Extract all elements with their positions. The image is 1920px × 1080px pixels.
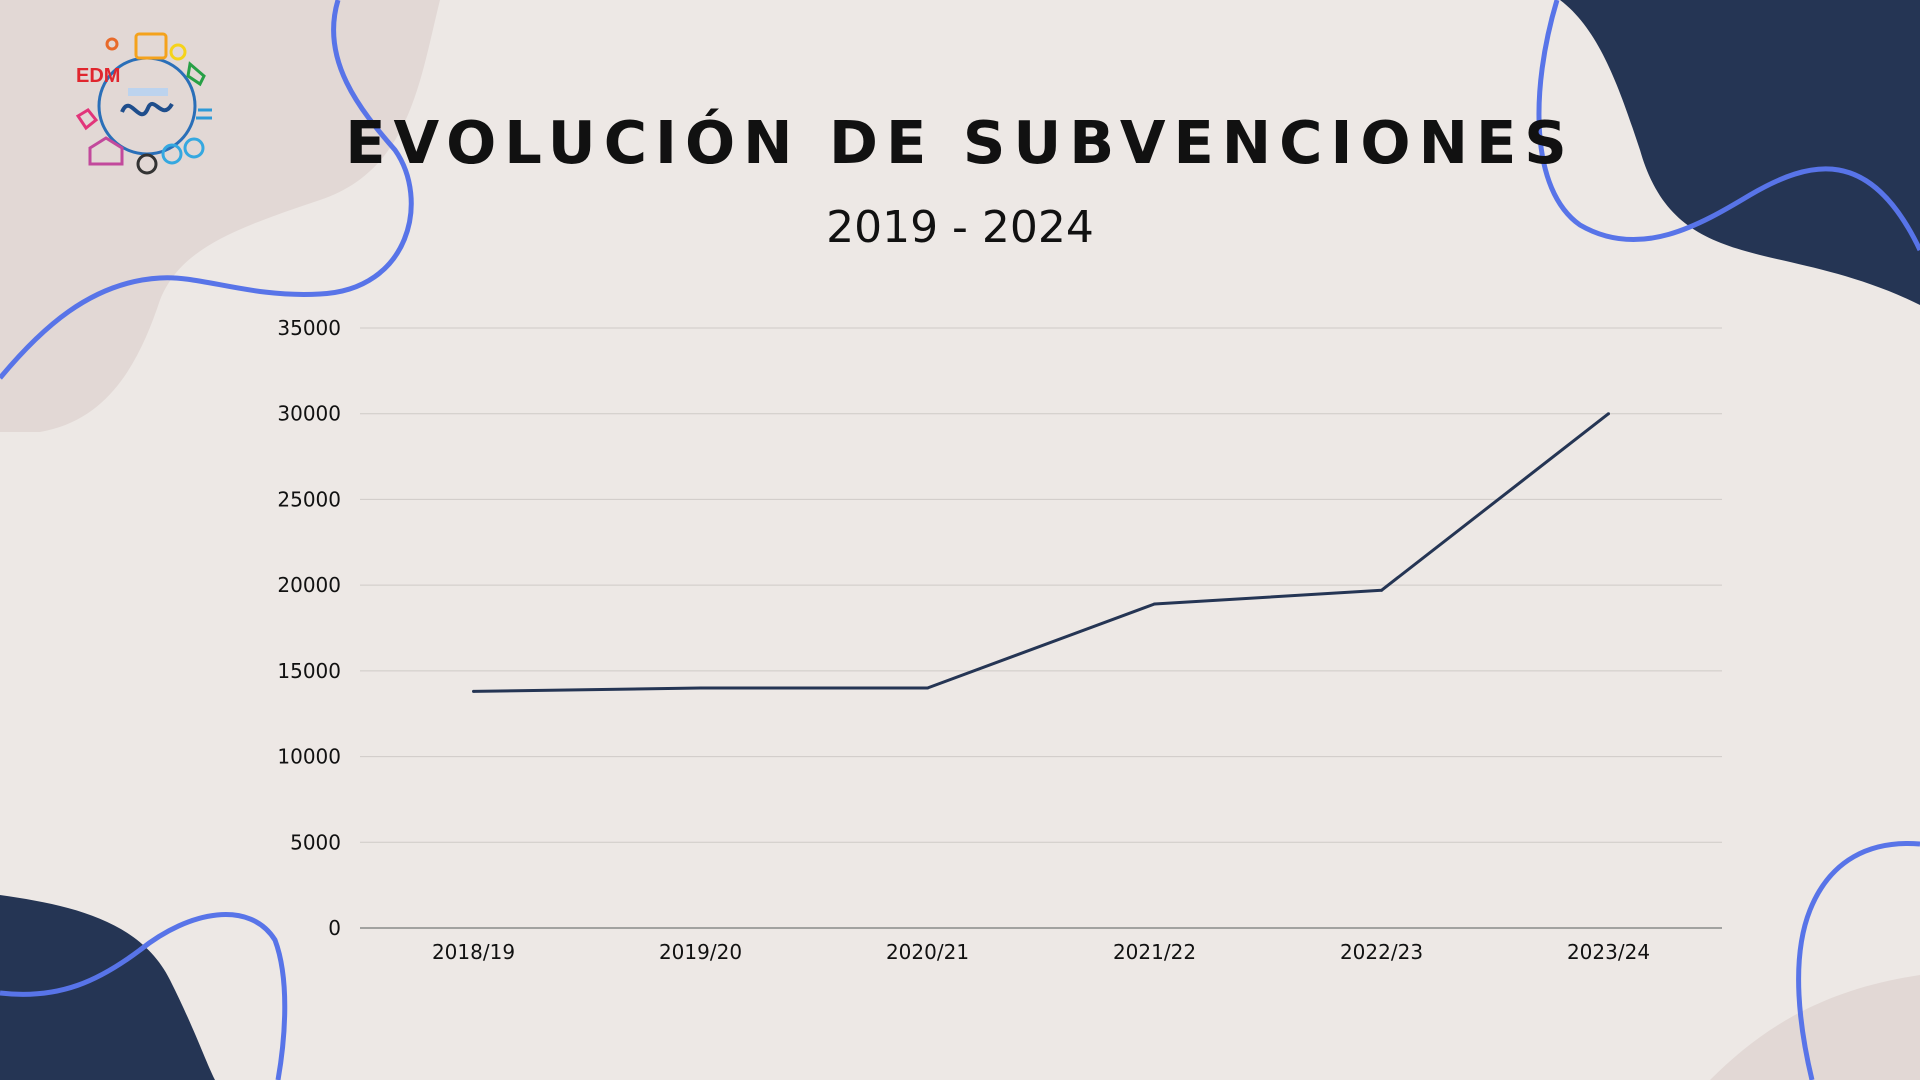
y-tick-label: 25000 — [277, 487, 341, 511]
y-tick-label: 20000 — [277, 573, 341, 597]
blob-bottom-left — [0, 895, 215, 1080]
y-tick-label: 10000 — [277, 745, 341, 769]
y-tick-label: 0 — [328, 916, 341, 940]
blob-bottom-right — [1710, 975, 1920, 1080]
page-subtitle: 2019 - 2024 — [826, 202, 1094, 253]
data-point — [1607, 412, 1610, 416]
chart-series — [472, 412, 1610, 693]
x-tick-label: 2021/22 — [1113, 940, 1196, 964]
curve-bottom-right — [1796, 841, 1920, 1080]
y-axis-ticks: 35000 30000 25000 20000 15000 10000 5000 0 — [277, 316, 341, 940]
y-tick-label: 30000 — [277, 402, 341, 426]
x-tick-label: 2020/21 — [886, 940, 969, 964]
curve-bottom-left — [0, 912, 288, 1080]
page-title: EVOLUCIÓN DE SUBVENCIONES — [345, 108, 1575, 177]
y-tick-label: 15000 — [277, 659, 341, 683]
x-tick-label: 2023/24 — [1567, 940, 1650, 964]
y-tick-label: 35000 — [277, 316, 341, 340]
x-tick-label: 2022/23 — [1340, 940, 1423, 964]
logo-text: EDM — [76, 65, 120, 87]
data-point — [1380, 588, 1383, 592]
blob-top-left — [0, 0, 440, 432]
data-point — [926, 686, 929, 690]
data-point — [1153, 602, 1156, 606]
data-point — [472, 689, 475, 693]
edm-sports-logo-icon: EDM — [75, 32, 212, 175]
chart-gridlines — [360, 327, 1722, 929]
series-line — [473, 412, 1610, 693]
x-tick-label: 2019/20 — [659, 940, 742, 964]
y-tick-label: 5000 — [290, 830, 341, 854]
x-tick-label: 2018/19 — [432, 940, 515, 964]
curve-top-left — [0, 0, 414, 380]
x-axis-ticks: 2018/19 2019/20 2020/21 2021/22 2022/23 2023/… — [432, 940, 1650, 964]
curve-top-right — [1536, 0, 1920, 252]
data-point — [699, 686, 702, 690]
blob-top-right — [1560, 0, 1920, 305]
